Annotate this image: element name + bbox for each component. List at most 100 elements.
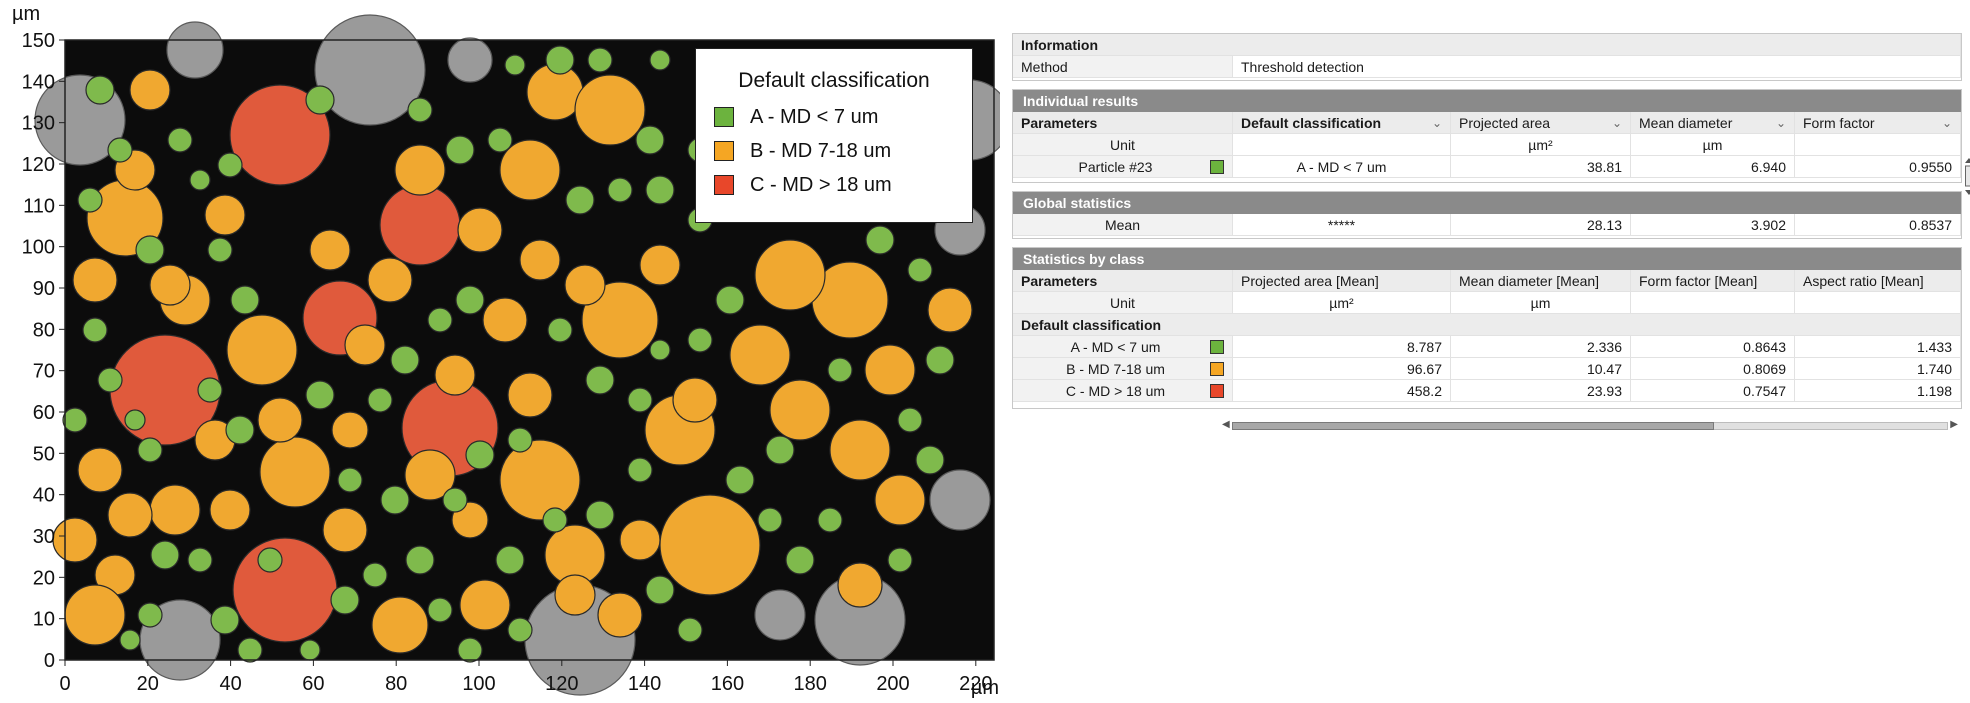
particle-class-c[interactable] xyxy=(229,84,331,186)
byclass-row-b[interactable]: B - MD 7-18 um 96.67 10.47 0.8069 1.740 xyxy=(1013,358,1961,380)
particle-class-a[interactable] xyxy=(455,285,485,315)
particle-class-b[interactable] xyxy=(72,257,118,303)
horizontal-scrollbar[interactable]: ◀ ▶ xyxy=(1222,419,1958,431)
particle-class-a[interactable] xyxy=(337,467,363,493)
unclassified-particle[interactable] xyxy=(754,589,806,641)
particle-class-a[interactable] xyxy=(457,637,483,663)
particle-class-a[interactable] xyxy=(817,507,843,533)
particle-class-a[interactable] xyxy=(507,617,533,643)
particle-class-a[interactable] xyxy=(405,545,435,575)
particle-class-a[interactable] xyxy=(915,445,945,475)
chevron-down-icon[interactable]: ⌄ xyxy=(1775,116,1786,130)
particle-class-b[interactable] xyxy=(564,264,606,306)
particle-class-b[interactable] xyxy=(499,439,581,521)
particle-class-a[interactable] xyxy=(865,225,895,255)
particle-class-b[interactable] xyxy=(331,411,369,449)
particle-class-c[interactable] xyxy=(379,184,461,266)
particle-class-a[interactable] xyxy=(427,307,453,333)
particle-class-b[interactable] xyxy=(729,324,791,386)
particle-class-a[interactable] xyxy=(137,602,163,628)
particle-class-a[interactable] xyxy=(677,617,703,643)
particle-class-a[interactable] xyxy=(124,409,146,431)
col-default-classification[interactable]: Default classification ⌄ xyxy=(1233,112,1451,134)
particle-class-a[interactable] xyxy=(427,597,453,623)
particle-class-b[interactable] xyxy=(574,74,646,146)
particle-class-a[interactable] xyxy=(85,75,115,105)
particle-class-a[interactable] xyxy=(547,317,573,343)
particle-class-b[interactable] xyxy=(639,244,681,286)
particle-class-a[interactable] xyxy=(362,562,388,588)
particle-class-a[interactable] xyxy=(504,54,526,76)
particle-class-a[interactable] xyxy=(715,285,745,315)
particle-class-b[interactable] xyxy=(457,207,503,253)
particle-class-a[interactable] xyxy=(587,47,613,73)
particle-class-b[interactable] xyxy=(554,574,596,616)
particle-class-a[interactable] xyxy=(210,605,240,635)
particle-class-b[interactable] xyxy=(209,489,251,531)
particle-class-a[interactable] xyxy=(725,465,755,495)
particle-class-a[interactable] xyxy=(757,507,783,533)
particle-class-a[interactable] xyxy=(367,387,393,413)
particle-class-b[interactable] xyxy=(257,397,303,443)
unclassified-particle[interactable] xyxy=(929,469,991,531)
particle-class-b[interactable] xyxy=(459,579,511,631)
particle-class-a[interactable] xyxy=(687,327,713,353)
particle-class-a[interactable] xyxy=(107,137,133,163)
particle-class-a[interactable] xyxy=(607,177,633,203)
particle-class-a[interactable] xyxy=(649,49,671,71)
particle-class-a[interactable] xyxy=(305,380,335,410)
particle-class-a[interactable] xyxy=(299,639,321,661)
vertical-scrollbar[interactable] xyxy=(1964,157,1970,197)
particle-class-a[interactable] xyxy=(189,169,211,191)
particle-class-a[interactable] xyxy=(187,547,213,573)
particle-class-a[interactable] xyxy=(545,45,575,75)
particle-class-a[interactable] xyxy=(635,125,665,155)
particle-class-b[interactable] xyxy=(837,562,883,608)
particle-class-a[interactable] xyxy=(119,629,141,651)
chevron-down-icon[interactable]: ⌄ xyxy=(1941,116,1952,130)
particle-class-a[interactable] xyxy=(390,345,420,375)
particle-class-a[interactable] xyxy=(445,135,475,165)
particle-class-b[interactable] xyxy=(259,436,331,508)
particle-class-a[interactable] xyxy=(305,85,335,115)
particle-class-b[interactable] xyxy=(322,507,368,553)
particle-class-a[interactable] xyxy=(897,407,923,433)
particle-class-b[interactable] xyxy=(367,257,413,303)
particle-class-a[interactable] xyxy=(507,427,533,453)
particle-class-b[interactable] xyxy=(864,344,916,396)
particle-class-b[interactable] xyxy=(394,144,446,196)
particle-class-a[interactable] xyxy=(925,345,955,375)
particle-class-b[interactable] xyxy=(507,372,553,418)
particle-class-b[interactable] xyxy=(754,239,826,311)
particle-class-a[interactable] xyxy=(82,317,108,343)
particle-class-b[interactable] xyxy=(672,377,718,423)
particle-class-a[interactable] xyxy=(207,237,233,263)
particle-class-a[interactable] xyxy=(135,235,165,265)
particle-class-a[interactable] xyxy=(230,285,260,315)
particle-class-b[interactable] xyxy=(64,584,126,646)
particle-class-a[interactable] xyxy=(649,339,671,361)
particle-class-a[interactable] xyxy=(330,585,360,615)
byclass-row-a[interactable]: A - MD < 7 um 8.787 2.336 0.8643 1.433 xyxy=(1013,336,1961,358)
particle-class-a[interactable] xyxy=(765,435,795,465)
particle-class-a[interactable] xyxy=(217,152,243,178)
particle-class-b[interactable] xyxy=(519,239,561,281)
chevron-down-icon[interactable]: ⌄ xyxy=(1611,116,1622,130)
particle-class-a[interactable] xyxy=(542,507,568,533)
particle-class-a[interactable] xyxy=(442,487,468,513)
particle-class-a[interactable] xyxy=(150,540,180,570)
particle-class-a[interactable] xyxy=(645,575,675,605)
particle-class-b[interactable] xyxy=(404,449,456,501)
particle-class-b[interactable] xyxy=(344,324,386,366)
col-mean-diameter[interactable]: Mean diameter ⌄ xyxy=(1631,112,1795,134)
particle-class-a[interactable] xyxy=(887,547,913,573)
particle-class-b[interactable] xyxy=(482,297,528,343)
particle-class-a[interactable] xyxy=(77,187,103,213)
particle-class-b[interactable] xyxy=(659,494,761,596)
particle-class-b[interactable] xyxy=(597,592,643,638)
particle-class-a[interactable] xyxy=(257,547,283,573)
particle-class-b[interactable] xyxy=(309,229,351,271)
particle-class-b[interactable] xyxy=(499,139,561,201)
particle-class-b[interactable] xyxy=(371,596,429,654)
particle-class-a[interactable] xyxy=(907,257,933,283)
